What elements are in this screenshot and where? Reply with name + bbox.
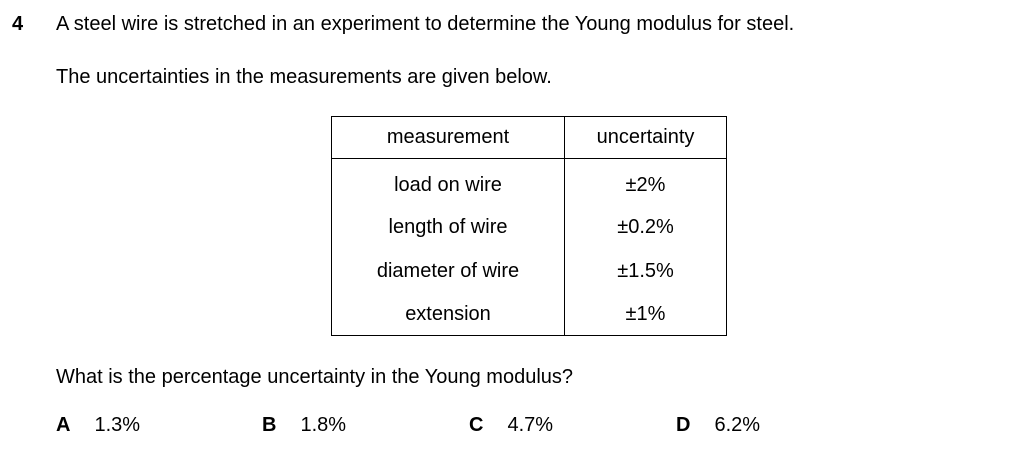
cell-uncertainty: ±2% (564, 158, 727, 205)
table-row: extension ±1% (331, 293, 727, 336)
header-measurement: measurement (331, 116, 565, 159)
option-letter: D (676, 414, 691, 436)
option-d[interactable]: D 6.2% (676, 413, 760, 437)
question-stem: A steel wire is stretched in an experime… (56, 13, 795, 35)
option-letter: B (262, 414, 277, 436)
option-letter: A (56, 414, 71, 436)
cell-measurement: extension (331, 293, 565, 336)
table-header-row: measurement uncertainty (331, 116, 727, 159)
option-value: 1.3% (94, 414, 141, 436)
cell-uncertainty: ±1.5% (564, 249, 727, 293)
question-intro: The uncertainties in the measurements ar… (56, 66, 552, 88)
question-prompt: What is the percentage uncertainty in th… (56, 366, 574, 388)
table-row: load on wire ±2% (331, 158, 727, 205)
option-a[interactable]: A 1.3% (56, 413, 140, 437)
table-row: diameter of wire ±1.5% (331, 249, 727, 293)
option-value: 4.7% (507, 414, 554, 436)
cell-measurement: length of wire (331, 205, 565, 249)
table-row: length of wire ±0.2% (331, 205, 727, 249)
header-uncertainty: uncertainty (564, 116, 727, 159)
uncertainty-table: measurement uncertainty load on wire ±2%… (331, 116, 727, 336)
question-number: 4 (12, 13, 24, 35)
option-value: 1.8% (300, 414, 347, 436)
option-c[interactable]: C 4.7% (469, 413, 553, 437)
option-value: 6.2% (714, 414, 761, 436)
cell-measurement: diameter of wire (331, 249, 565, 293)
option-b[interactable]: B 1.8% (262, 413, 346, 437)
cell-uncertainty: ±1% (564, 293, 727, 336)
cell-measurement: load on wire (331, 158, 565, 205)
cell-uncertainty: ±0.2% (564, 205, 727, 249)
option-letter: C (469, 414, 484, 436)
